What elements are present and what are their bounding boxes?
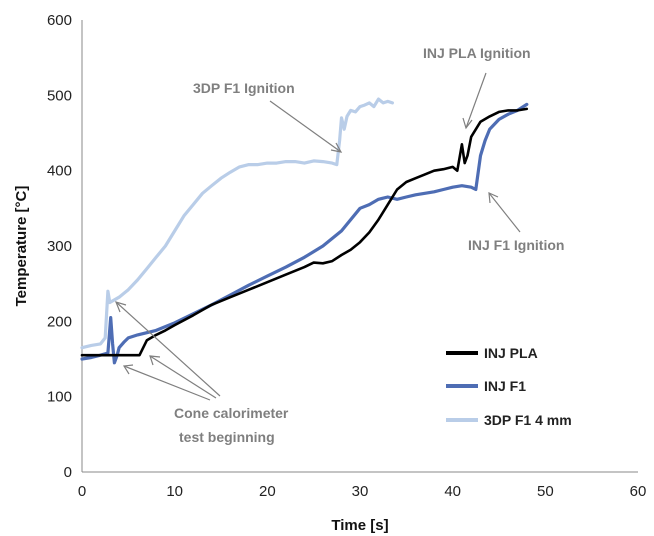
axes <box>81 20 638 473</box>
legend-label-inj-f1: INJ F1 <box>484 378 526 394</box>
y-tick-labels: 0 100 200 300 400 500 600 <box>47 12 72 481</box>
series-line-inj-f1 <box>80 102 529 365</box>
annotation-cone-calorimeter-line2: test beginning <box>179 429 275 445</box>
y-tick-label: 300 <box>47 238 72 255</box>
y-tick-label: 500 <box>47 87 72 104</box>
legend: INJ PLA INJ F1 3DP F1 4 mm <box>446 345 572 428</box>
arrow-3dp-ignition-head <box>330 142 343 153</box>
arrow-inj-pla-ignition <box>465 72 487 129</box>
x-tick-label: 50 <box>537 483 554 500</box>
legend-item-3dp-f1-4mm: 3DP F1 4 mm <box>446 412 572 428</box>
legend-label-inj-pla: INJ PLA <box>484 345 538 361</box>
y-tick-label: 200 <box>47 313 72 330</box>
annotation-arrows <box>114 72 521 401</box>
x-tick-label: 30 <box>352 483 369 500</box>
arrow-cone-2-head <box>149 355 161 366</box>
annotation-inj-pla-ignition: INJ PLA Ignition <box>423 45 531 61</box>
annotation-3dp-f1-ignition: 3DP F1 Ignition <box>193 80 295 96</box>
arrow-cone-3-head <box>122 364 134 375</box>
arrow-3dp-ignition <box>269 100 342 153</box>
annotation-labels: 3DP F1 Ignition INJ PLA Ignition INJ F1 … <box>174 45 564 445</box>
legend-label-3dp-f1-4mm: 3DP F1 4 mm <box>484 412 572 428</box>
arrow-inj-f1-ignition-head <box>488 192 499 204</box>
x-axis-title: Time [s] <box>331 517 388 534</box>
arrow-cone-2 <box>149 355 217 399</box>
x-tick-label: 60 <box>630 483 647 500</box>
y-tick-label: 100 <box>47 389 72 406</box>
x-tick-label: 10 <box>166 483 183 500</box>
x-tick-label: 20 <box>259 483 276 500</box>
legend-item-inj-pla: INJ PLA <box>446 345 538 361</box>
annotation-inj-f1-ignition: INJ F1 Ignition <box>468 237 564 253</box>
arrow-cone-3 <box>123 365 211 401</box>
y-axis-title: Temperature [°C] <box>13 186 30 307</box>
y-tick-label: 0 <box>64 464 72 481</box>
x-tick-label: 0 <box>78 483 86 500</box>
arrow-cone-1 <box>115 301 221 397</box>
y-tick-label: 600 <box>47 12 72 29</box>
series-line-3dp-f1-4-mm <box>80 97 394 350</box>
arrow-inj-f1-ignition <box>488 192 521 233</box>
legend-item-inj-f1: INJ F1 <box>446 378 526 394</box>
y-tick-label: 400 <box>47 163 72 180</box>
arrow-inj-pla-ignition-head <box>462 117 473 130</box>
arrow-cone-1-head <box>114 301 127 313</box>
x-tick-label: 40 <box>444 483 461 500</box>
annotation-cone-calorimeter-line1: Cone calorimeter <box>174 405 289 421</box>
series-line-inj-pla <box>80 107 529 357</box>
x-tick-labels: 0 10 20 30 40 50 60 <box>78 483 647 500</box>
series-lines <box>80 97 529 365</box>
